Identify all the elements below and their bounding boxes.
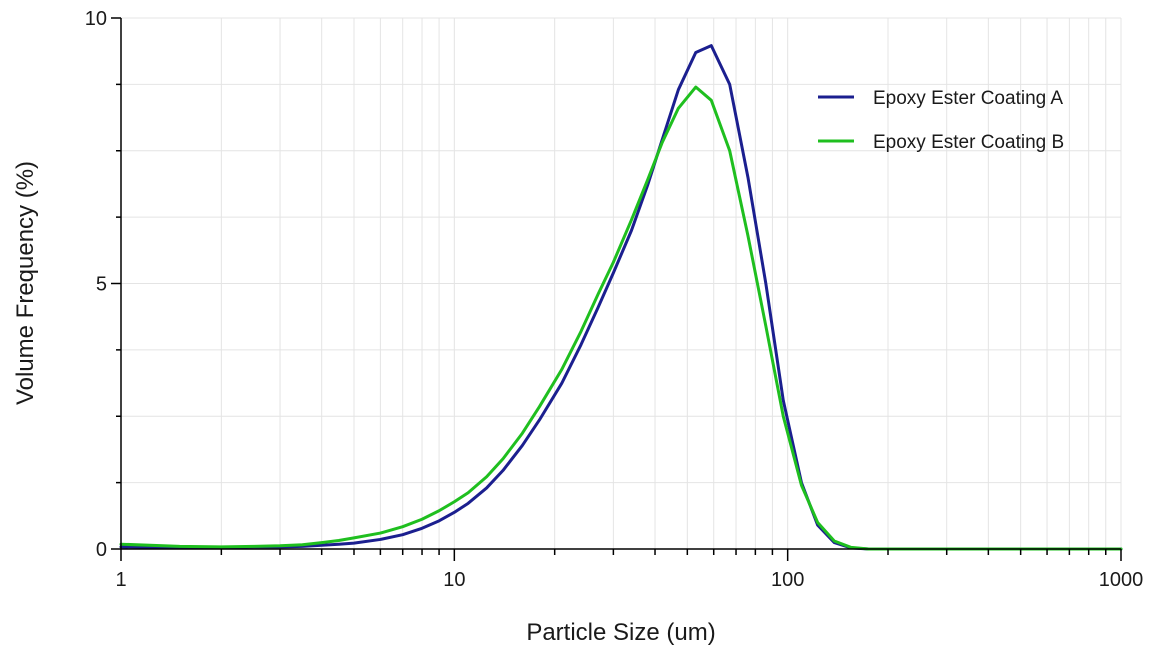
x-axis-title: Particle Size (um): [526, 619, 715, 646]
y-tick-label: 10: [85, 8, 107, 30]
series-layer: [119, 44, 1123, 551]
series-line-coating-b: [119, 85, 1123, 551]
legend: Epoxy Ester Coating A Epoxy Ester Coating…: [818, 88, 1064, 153]
y-tick-label: 0: [96, 539, 107, 561]
x-tick-label: 1: [115, 569, 126, 591]
x-tick-label: 10: [443, 569, 465, 591]
series-line-coating-a: [119, 44, 1123, 551]
y-tick-label: 5: [96, 274, 107, 296]
x-tick-label: 1000: [1099, 569, 1144, 591]
legend-label: Epoxy Ester Coating B: [873, 132, 1064, 153]
x-tick-label: 100: [771, 569, 804, 591]
grid: [121, 17, 1122, 549]
legend-label: Epoxy Ester Coating A: [873, 88, 1063, 109]
y-axis-title: Volume Frequency (%): [12, 161, 39, 405]
ticks: 1 10 100 1000 0 5 10: [85, 8, 1144, 591]
